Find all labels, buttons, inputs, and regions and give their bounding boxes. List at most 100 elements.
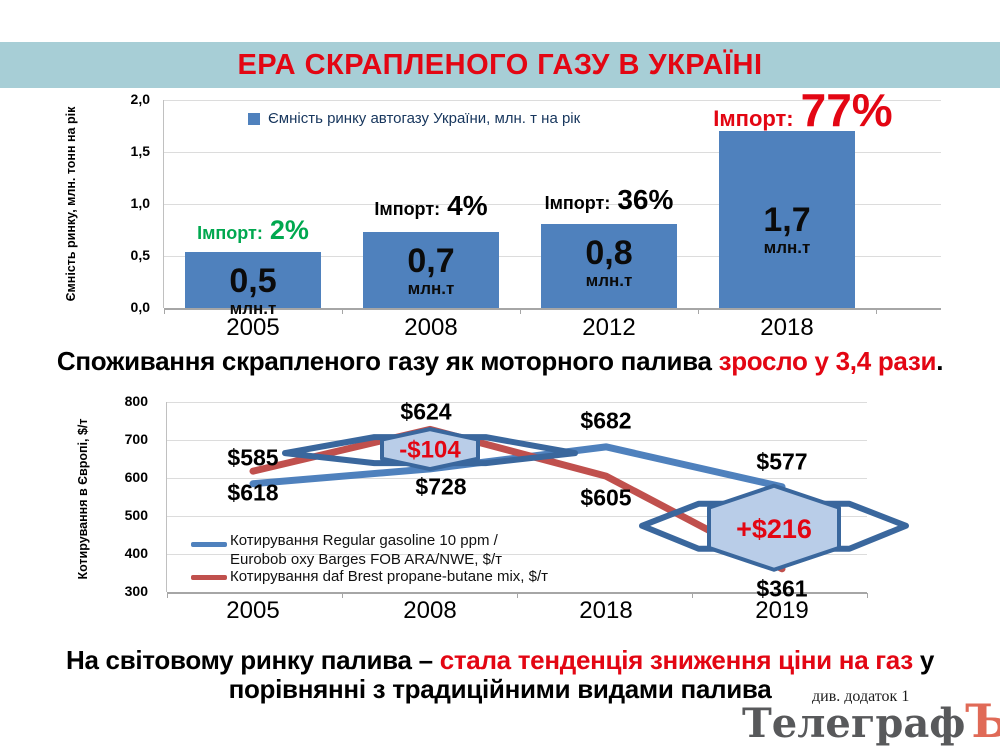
y-axis-title: Котирування в Європі, $/т <box>76 418 90 580</box>
statement2-line2: порівнянні з традиційними видами палива <box>228 674 772 704</box>
bar-value-number: 1,7 <box>763 201 811 239</box>
bar-value-unit: млн.т <box>407 279 455 298</box>
y-tick-label: 1,5 <box>130 143 150 159</box>
page-title: ЕРА СКРАПЛЕНОГО ГАЗУ В УКРАЇНІ <box>237 48 763 81</box>
import-label: Імпорт: 36% <box>459 186 759 214</box>
import-label: Імпорт: 77% <box>653 87 953 133</box>
y-tick-label: 700 <box>124 431 148 447</box>
bar <box>719 131 855 308</box>
y-tick-label: 1,0 <box>130 195 150 211</box>
point-label: $728 <box>415 473 467 500</box>
import-label-prefix: Імпорт: <box>197 223 263 243</box>
appendix-note: див. додаток 1 <box>812 688 910 705</box>
legend-label: Ємність ринку автогазу України, млн. т н… <box>268 110 581 127</box>
bar-value-number: 0,8 <box>585 234 633 272</box>
legend-label-line: Eurobob oxy Barges FOB ARA/NWE, $/т <box>230 551 502 568</box>
x-tick-label: 2018 <box>579 597 633 624</box>
badge-hexagon <box>707 483 841 572</box>
statement2-line1-tail: у <box>912 645 935 675</box>
legend-line-sample-red <box>191 575 227 580</box>
gridline-h <box>164 151 941 153</box>
legend-marker <box>248 112 260 125</box>
y-axis-line <box>163 100 164 308</box>
import-label-percent: 4% <box>447 190 488 221</box>
x-axis-tick-mark <box>876 309 877 314</box>
legend-label-gasoline: Котирування Regular gasoline 10 ppm / Eur… <box>230 531 502 569</box>
statement1-red: зросло у 3,4 рази <box>718 346 937 376</box>
import-label: Імпорт: 2% <box>103 217 403 244</box>
y-tick-label: 500 <box>124 507 148 523</box>
x-axis-tick-mark <box>517 593 518 598</box>
bar-value-label: 0,7 млн.т <box>363 244 499 297</box>
import-label-prefix: Імпорт: <box>374 199 441 219</box>
import-label-percent: 2% <box>269 215 309 245</box>
badge-label: -$104 <box>399 437 461 464</box>
statement2-line1-red: стала тенденція зниження ціни на газ <box>439 645 914 675</box>
statement1-period: . <box>936 346 944 376</box>
x-axis-tick-mark <box>342 309 343 314</box>
gridline-h <box>164 307 941 310</box>
x-axis-tick-mark <box>692 593 693 598</box>
legend: Ємність ринку автогазу України, млн. т н… <box>248 110 580 127</box>
watermark-telegraf: ТелеграфЪ <box>742 694 1000 748</box>
gridline-h <box>164 255 941 257</box>
x-tick-label: 2012 <box>582 314 636 341</box>
statement-world-market: На світовому ринку палива – стала тенден… <box>0 646 1000 704</box>
x-axis-tick-mark <box>698 309 699 314</box>
y-tick-label: 2,0 <box>130 91 150 107</box>
gridline-h <box>167 477 867 479</box>
bar-value-number: 0,7 <box>407 242 455 280</box>
x-axis-tick-mark <box>167 593 168 598</box>
statement2-line1: На світовому ринку палива – стала тенден… <box>0 646 1000 675</box>
bar-value-label: 0,5 млн.т <box>185 264 321 317</box>
watermark-gray-part: Телеграф <box>742 700 966 747</box>
y-tick-label: 0,5 <box>130 247 150 263</box>
legend-label-propane: Котирування daf Brest propane-butane mix… <box>230 568 549 585</box>
legend-line-sample-blue <box>191 542 227 547</box>
series-line-gasoline <box>249 443 786 491</box>
import-label-percent: 36% <box>617 184 674 215</box>
bar-value-unit: млн.т <box>585 271 633 290</box>
point-label: $682 <box>580 407 632 434</box>
bar-value-label: 1,7 млн.т <box>719 203 855 256</box>
x-axis-tick-mark <box>164 309 165 314</box>
legend-label-line: Котирування Regular gasoline 10 ppm / <box>230 532 498 549</box>
gridline-h <box>164 99 941 101</box>
statement-consumption: Споживання скрапленого газу як моторного… <box>0 346 1000 377</box>
gridline-h <box>164 203 941 205</box>
point-label: $618 <box>227 479 279 506</box>
bar-value-unit: млн.т <box>229 299 277 318</box>
x-axis-tick-mark <box>342 593 343 598</box>
x-tick-label: 2005 <box>226 597 280 624</box>
statement2-line1-black: На світовому ринку палива – <box>65 645 440 675</box>
y-tick-label: 800 <box>124 393 148 409</box>
import-label-prefix: Імпорт: <box>713 106 794 131</box>
series-line-propane-butane <box>249 425 786 573</box>
badge-wing-hexagon <box>639 500 909 552</box>
badge-label: +$216 <box>736 514 812 544</box>
y-tick-label: 600 <box>124 469 148 485</box>
import-label-percent: 77% <box>800 84 893 136</box>
gridline-h <box>167 591 867 594</box>
badge-wing-hexagon <box>282 434 578 467</box>
gridline-h <box>167 553 867 555</box>
bar-value-label: 0,8 млн.т <box>541 236 677 289</box>
x-tick-label: 2008 <box>404 314 458 341</box>
bar <box>185 252 321 308</box>
x-tick-label: 2018 <box>760 314 814 341</box>
point-label: $361 <box>756 575 808 602</box>
bar-value-number: 0,5 <box>229 262 277 300</box>
statement1-black: Споживання скрапленого газу як моторного… <box>56 346 719 376</box>
title-banner: ЕРА СКРАПЛЕНОГО ГАЗУ В УКРАЇНІ <box>0 42 1000 88</box>
gridline-h <box>167 439 867 441</box>
point-label: $624 <box>400 398 452 425</box>
import-label-prefix: Імпорт: <box>544 193 611 213</box>
x-tick-label: 2019 <box>755 597 809 624</box>
x-axis-tick-mark <box>520 309 521 314</box>
bar <box>541 224 677 308</box>
gridline-h <box>167 515 867 517</box>
bar <box>363 232 499 308</box>
watermark-red-part: Ъ <box>965 694 1000 748</box>
y-tick-label: 0,0 <box>130 299 150 315</box>
